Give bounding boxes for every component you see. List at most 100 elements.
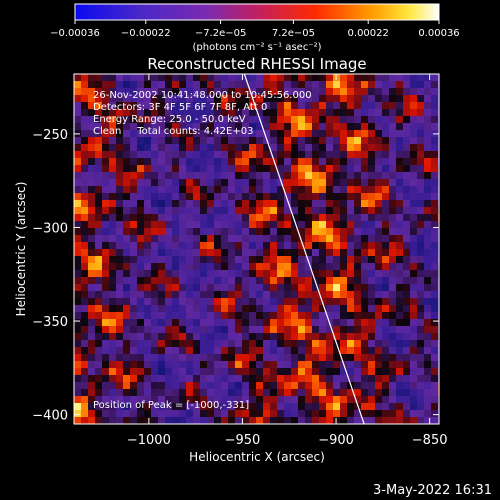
heatmap-cell (382, 305, 390, 313)
heatmap-cell (361, 312, 369, 320)
heatmap-cell (200, 123, 208, 131)
heatmap-cell (284, 347, 292, 355)
heatmap-cell (389, 354, 397, 362)
heatmap-cell (375, 249, 383, 257)
heatmap-cell (221, 158, 229, 166)
heatmap-cell (235, 270, 243, 278)
heatmap-cell (221, 263, 229, 271)
heatmap-cell (228, 298, 236, 306)
heatmap-cell (200, 235, 208, 243)
heatmap-cell (417, 242, 425, 250)
heatmap-cell (144, 144, 152, 152)
heatmap-cell (382, 263, 390, 271)
heatmap-cell (375, 235, 383, 243)
heatmap-cell (81, 165, 89, 173)
y-axis-label: Heliocentric Y (arcsec) (14, 182, 28, 317)
heatmap-cell (319, 193, 327, 201)
heatmap-cell (200, 403, 208, 411)
heatmap-cell (298, 242, 306, 250)
heatmap-cell (291, 354, 299, 362)
heatmap-cell (123, 242, 131, 250)
heatmap-cell (214, 277, 222, 285)
heatmap-cell (354, 137, 362, 145)
heatmap-cell (382, 221, 390, 229)
heatmap-cell (403, 277, 411, 285)
heatmap-cell (228, 109, 236, 117)
heatmap-cell (81, 74, 89, 82)
heatmap-cell (144, 277, 152, 285)
heatmap-cell (368, 228, 376, 236)
heatmap-cell (95, 95, 103, 103)
heatmap-cell (354, 277, 362, 285)
heatmap-cell (312, 312, 320, 320)
heatmap-cell (158, 186, 166, 194)
heatmap-cell (179, 116, 187, 124)
heatmap-cell (403, 200, 411, 208)
heatmap-cell (403, 165, 411, 173)
heatmap-cell (424, 305, 432, 313)
heatmap-cell (249, 326, 257, 334)
heatmap-cell (277, 116, 285, 124)
heatmap-cell (375, 333, 383, 341)
heatmap-cell (403, 228, 411, 236)
heatmap-cell (207, 165, 215, 173)
heatmap-cell (179, 277, 187, 285)
heatmap-cell (81, 263, 89, 271)
heatmap-cell (333, 116, 341, 124)
heatmap-cell (137, 74, 145, 82)
heatmap-cell (151, 242, 159, 250)
heatmap-cell (193, 382, 201, 390)
heatmap-cell (193, 102, 201, 110)
heatmap-cell (298, 354, 306, 362)
heatmap-cell (410, 326, 418, 334)
heatmap-cell (88, 326, 96, 334)
heatmap-cell (340, 242, 348, 250)
heatmap-cell (88, 361, 96, 369)
heatmap-cell (256, 151, 264, 159)
heatmap-cell (228, 95, 236, 103)
heatmap-cell (375, 417, 383, 424)
heatmap-cell (193, 88, 201, 96)
heatmap-cell (424, 298, 432, 306)
heatmap-cell (424, 319, 432, 327)
heatmap-cell (200, 116, 208, 124)
heatmap-cell (382, 319, 390, 327)
heatmap-cell (361, 417, 369, 424)
heatmap-cell (403, 214, 411, 222)
heatmap-cell (319, 95, 327, 103)
heatmap-cell (340, 396, 348, 404)
heatmap-cell (396, 277, 404, 285)
heatmap-cell (396, 326, 404, 334)
heatmap-cell (277, 242, 285, 250)
heatmap-cell (144, 312, 152, 320)
heatmap-cell (347, 298, 355, 306)
heatmap-cell (312, 389, 320, 397)
heatmap-cell (403, 263, 411, 271)
heatmap-cell (74, 270, 82, 278)
heatmap-cell (431, 214, 439, 222)
heatmap-cell (116, 172, 124, 180)
heatmap-cell (333, 389, 341, 397)
heatmap-cell (375, 256, 383, 264)
heatmap-cell (396, 389, 404, 397)
heatmap-cell (158, 417, 166, 424)
heatmap-cell (277, 137, 285, 145)
heatmap-cell (298, 151, 306, 159)
heatmap-cell (130, 277, 138, 285)
heatmap-cell (74, 116, 82, 124)
heatmap-cell (389, 179, 397, 187)
heatmap-cell (130, 291, 138, 299)
heatmap-cell (186, 298, 194, 306)
heatmap-cell (410, 109, 418, 117)
heatmap-cell (179, 109, 187, 117)
heatmap-cell (319, 249, 327, 257)
heatmap-cell (116, 130, 124, 138)
heatmap-cell (74, 417, 82, 424)
heatmap-cell (88, 186, 96, 194)
heatmap-cell (144, 102, 152, 110)
heatmap-cell (389, 88, 397, 96)
heatmap-cell (151, 291, 159, 299)
heatmap-cell (151, 326, 159, 334)
heatmap-cell (368, 214, 376, 222)
heatmap-cell (298, 291, 306, 299)
